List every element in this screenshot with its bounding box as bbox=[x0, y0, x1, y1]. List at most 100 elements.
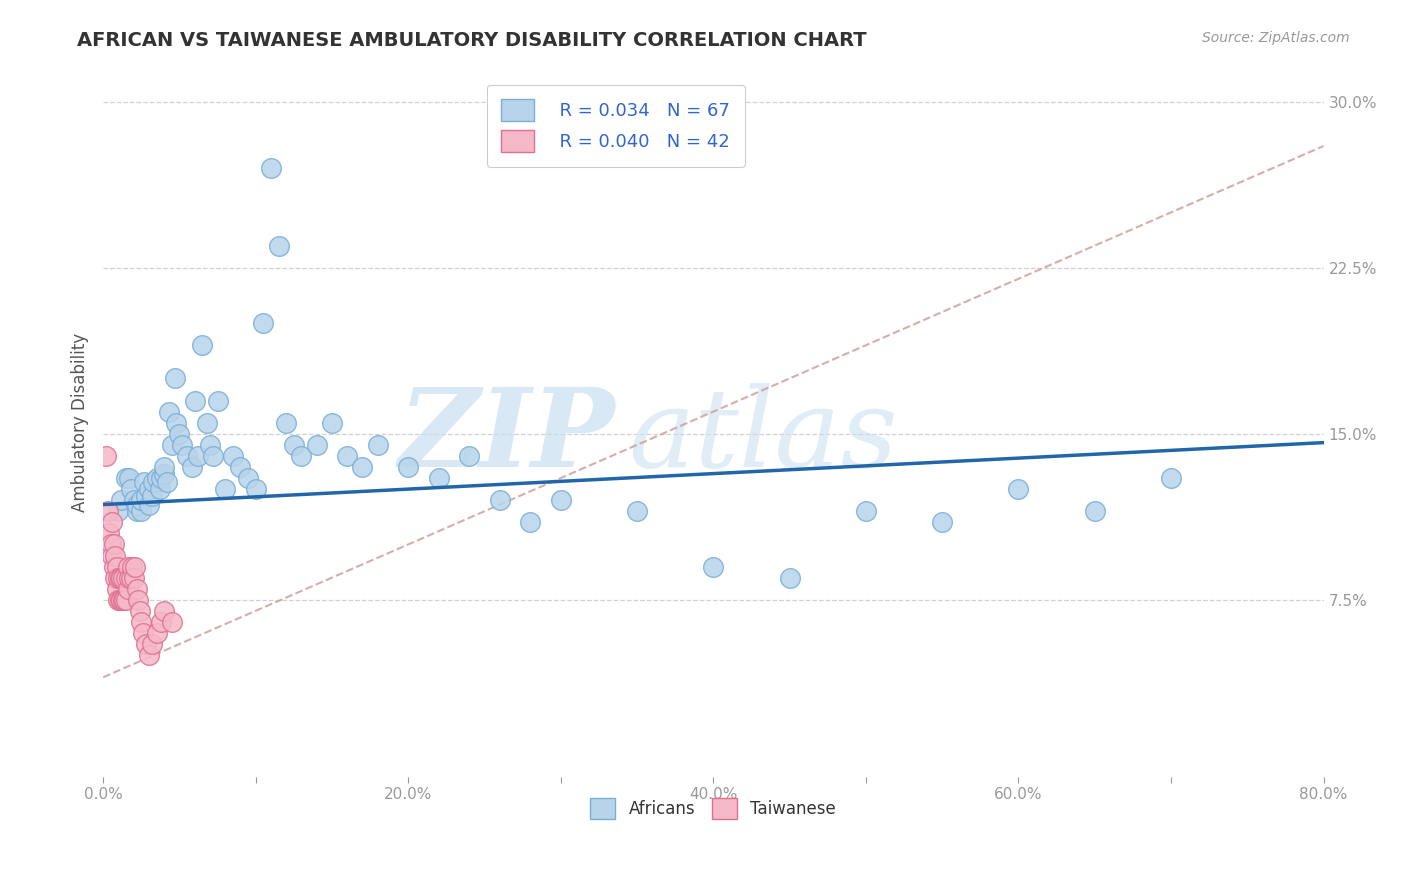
Point bbox=[111, 592, 134, 607]
Point bbox=[110, 592, 132, 607]
Point bbox=[111, 571, 134, 585]
Point bbox=[156, 475, 179, 490]
Point bbox=[187, 449, 209, 463]
Point bbox=[135, 489, 157, 503]
Point bbox=[260, 161, 283, 175]
Point bbox=[367, 438, 389, 452]
Point bbox=[122, 493, 145, 508]
Point bbox=[176, 449, 198, 463]
Point bbox=[198, 438, 221, 452]
Point bbox=[125, 504, 148, 518]
Point bbox=[169, 426, 191, 441]
Point bbox=[1160, 471, 1182, 485]
Point bbox=[98, 526, 121, 541]
Point bbox=[125, 582, 148, 596]
Point bbox=[125, 498, 148, 512]
Point bbox=[195, 416, 218, 430]
Point bbox=[138, 648, 160, 662]
Point bbox=[117, 559, 139, 574]
Y-axis label: Ambulatory Disability: Ambulatory Disability bbox=[72, 333, 89, 512]
Point bbox=[305, 438, 328, 452]
Point bbox=[321, 416, 343, 430]
Point bbox=[191, 338, 214, 352]
Point bbox=[115, 571, 138, 585]
Point bbox=[236, 471, 259, 485]
Point bbox=[153, 460, 176, 475]
Point bbox=[488, 493, 510, 508]
Point bbox=[153, 604, 176, 618]
Text: atlas: atlas bbox=[628, 383, 897, 491]
Point bbox=[105, 582, 128, 596]
Point bbox=[129, 615, 152, 629]
Point bbox=[115, 592, 138, 607]
Point bbox=[97, 504, 120, 518]
Point bbox=[702, 559, 724, 574]
Point bbox=[138, 498, 160, 512]
Point bbox=[626, 504, 648, 518]
Point bbox=[105, 559, 128, 574]
Point bbox=[1007, 482, 1029, 496]
Point bbox=[150, 615, 173, 629]
Point bbox=[427, 471, 450, 485]
Point bbox=[145, 471, 167, 485]
Point bbox=[1084, 504, 1107, 518]
Point bbox=[267, 238, 290, 252]
Point bbox=[142, 475, 165, 490]
Text: AFRICAN VS TAIWANESE AMBULATORY DISABILITY CORRELATION CHART: AFRICAN VS TAIWANESE AMBULATORY DISABILI… bbox=[77, 31, 868, 50]
Point bbox=[101, 549, 124, 563]
Point bbox=[172, 438, 194, 452]
Point bbox=[129, 504, 152, 518]
Point bbox=[134, 475, 156, 490]
Point bbox=[122, 571, 145, 585]
Point bbox=[127, 592, 149, 607]
Point bbox=[290, 449, 312, 463]
Point bbox=[779, 571, 801, 585]
Point bbox=[150, 471, 173, 485]
Point bbox=[118, 471, 141, 485]
Point bbox=[222, 449, 245, 463]
Point bbox=[110, 571, 132, 585]
Point bbox=[107, 592, 129, 607]
Point bbox=[336, 449, 359, 463]
Text: Source: ZipAtlas.com: Source: ZipAtlas.com bbox=[1202, 31, 1350, 45]
Point bbox=[519, 516, 541, 530]
Point bbox=[104, 571, 127, 585]
Point bbox=[138, 482, 160, 496]
Point bbox=[117, 582, 139, 596]
Point bbox=[96, 449, 118, 463]
Point bbox=[252, 316, 274, 330]
Point bbox=[114, 592, 136, 607]
Point bbox=[118, 571, 141, 585]
Point bbox=[129, 493, 152, 508]
Point bbox=[120, 482, 142, 496]
Point bbox=[110, 493, 132, 508]
Point bbox=[101, 516, 124, 530]
Point bbox=[855, 504, 877, 518]
Point bbox=[276, 416, 298, 430]
Point bbox=[108, 592, 131, 607]
Point bbox=[160, 615, 183, 629]
Point bbox=[229, 460, 252, 475]
Point bbox=[245, 482, 267, 496]
Point bbox=[132, 626, 155, 640]
Point bbox=[153, 467, 176, 481]
Point bbox=[128, 604, 150, 618]
Point bbox=[108, 571, 131, 585]
Point bbox=[145, 626, 167, 640]
Point bbox=[124, 559, 146, 574]
Point bbox=[183, 393, 205, 408]
Text: ZIP: ZIP bbox=[399, 383, 616, 491]
Point bbox=[283, 438, 305, 452]
Point bbox=[104, 549, 127, 563]
Point bbox=[103, 559, 125, 574]
Point bbox=[107, 571, 129, 585]
Point bbox=[107, 504, 129, 518]
Point bbox=[141, 637, 163, 651]
Point bbox=[550, 493, 572, 508]
Point bbox=[148, 482, 170, 496]
Point bbox=[115, 471, 138, 485]
Point bbox=[165, 416, 187, 430]
Point bbox=[180, 460, 202, 475]
Point bbox=[352, 460, 374, 475]
Point bbox=[141, 489, 163, 503]
